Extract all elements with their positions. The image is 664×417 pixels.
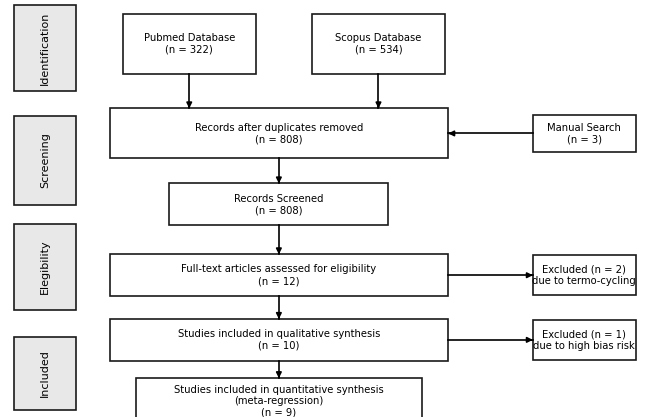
Bar (312, 13, 445, 74)
Text: Excluded (n = 2)
due to termo-cycling: Excluded (n = 2) due to termo-cycling (533, 264, 636, 286)
Bar (15, 5, 76, 91)
Bar (136, 378, 422, 417)
Bar (123, 13, 256, 74)
Bar (15, 116, 76, 206)
Text: Screening: Screening (40, 133, 50, 188)
Text: Scopus Database
(n = 534): Scopus Database (n = 534) (335, 33, 422, 55)
Bar (110, 108, 448, 158)
Bar (15, 224, 76, 309)
Bar (110, 254, 448, 296)
Text: Full-text articles assessed for eligibility
(n = 12): Full-text articles assessed for eligibil… (181, 264, 376, 286)
Text: Studies included in qualitative synthesis
(n = 10): Studies included in qualitative synthesi… (178, 329, 380, 351)
Text: Studies included in quantitative synthesis
(meta-regression)
(n = 9): Studies included in quantitative synthes… (174, 384, 384, 417)
Text: Excluded (n = 1)
due to high bias risk: Excluded (n = 1) due to high bias risk (533, 329, 635, 351)
Text: Records Screened
(n = 808): Records Screened (n = 808) (234, 193, 323, 215)
Bar (15, 337, 76, 409)
Bar (110, 319, 448, 361)
Bar (533, 255, 636, 295)
Text: Records after duplicates removed
(n = 808): Records after duplicates removed (n = 80… (195, 123, 363, 144)
Bar (533, 320, 636, 359)
Bar (533, 115, 636, 152)
Text: Pubmed Database
(n = 322): Pubmed Database (n = 322) (143, 33, 235, 55)
Bar (169, 183, 388, 225)
Text: Elegibility: Elegibility (40, 240, 50, 294)
Text: Included: Included (40, 349, 50, 397)
Text: Identification: Identification (40, 11, 50, 85)
Text: Manual Search
(n = 3): Manual Search (n = 3) (547, 123, 622, 144)
